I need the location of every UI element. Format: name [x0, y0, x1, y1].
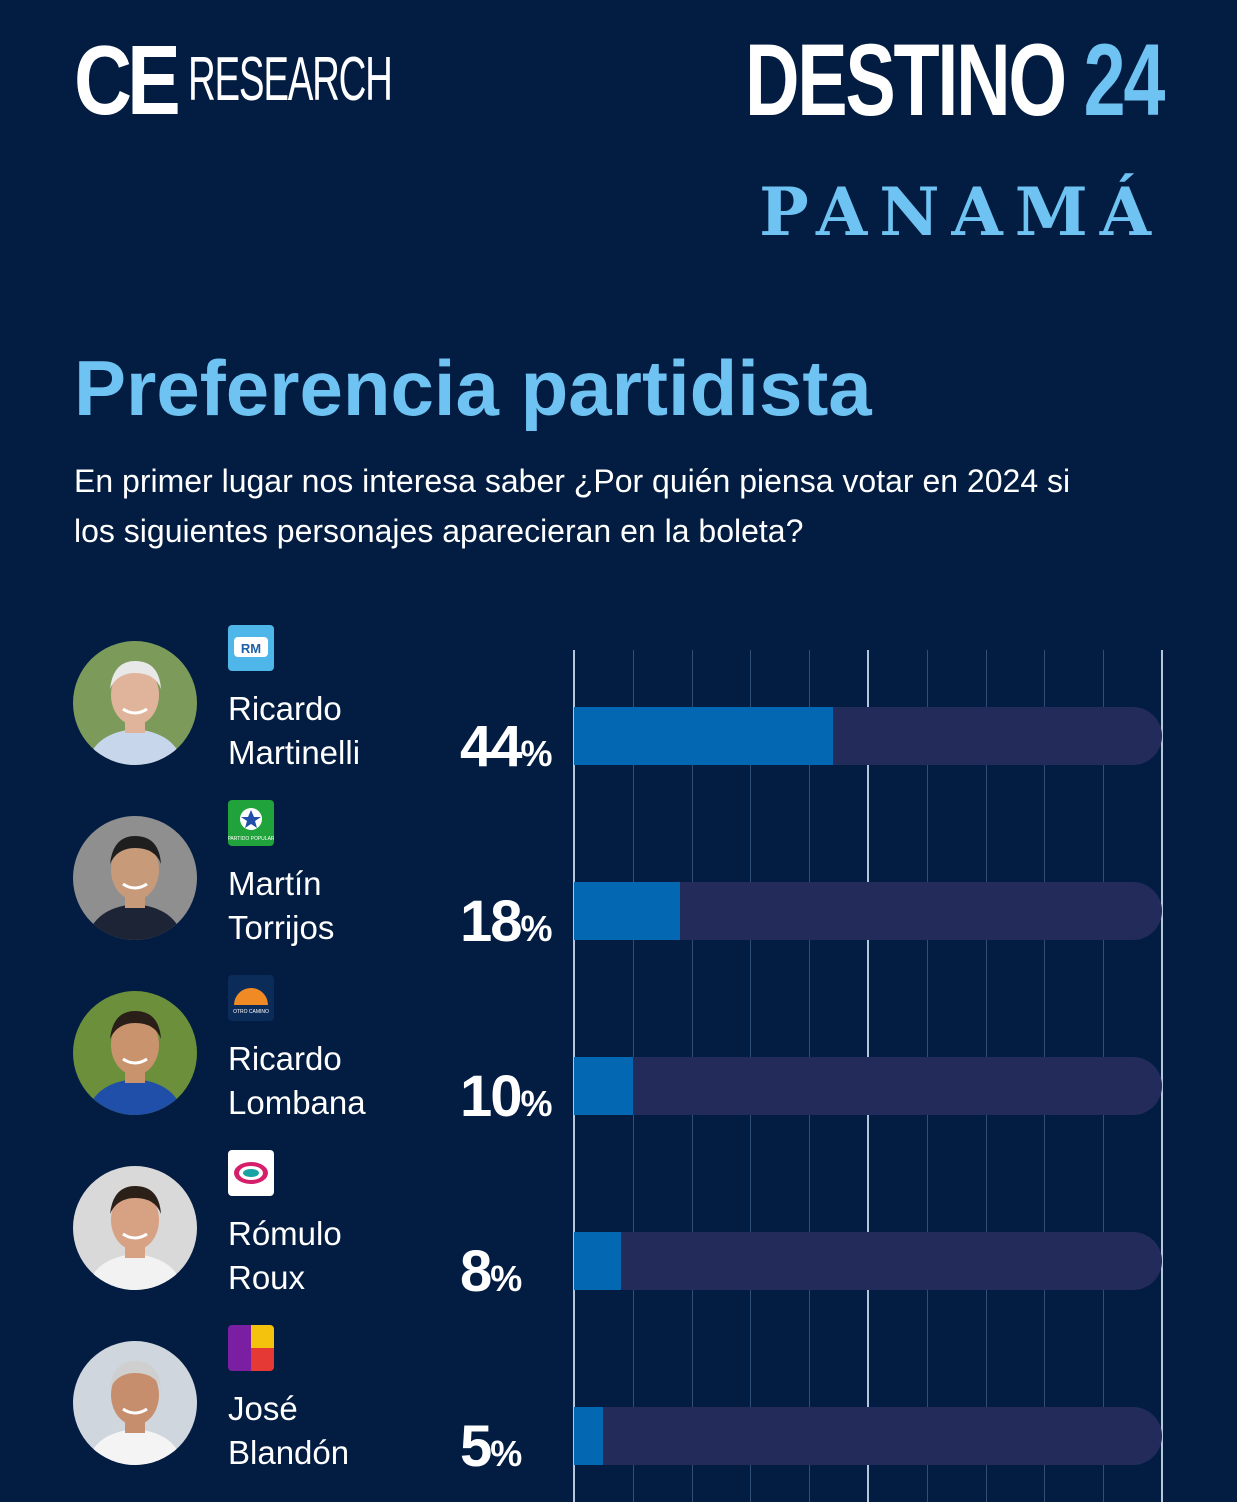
purple-red-yellow-logo-icon [228, 1325, 274, 1371]
candidate-last-name: Roux [228, 1259, 306, 1296]
bar [574, 1407, 604, 1465]
data-label: 18% [460, 892, 553, 959]
martinelli-photo-icon [73, 641, 197, 765]
candidate-first-name: Rómulo [228, 1215, 342, 1252]
roux-photo-icon [73, 1166, 197, 1290]
percent-sign: % [490, 1433, 523, 1474]
percent-sign: % [520, 733, 553, 774]
data-label: 8% [460, 1242, 522, 1309]
bar-track [574, 1232, 1162, 1290]
candidate-first-name: Ricardo [228, 690, 342, 727]
candidate-last-name: Torrijos [228, 909, 335, 946]
data-label: 44% [460, 717, 553, 784]
chart-subtitle: En primer lugar nos interesa saber ¿Por … [74, 463, 1071, 549]
partido-popular-logo-icon: PARTIDO POPULAR [228, 800, 274, 846]
data-label: 10% [460, 1067, 553, 1134]
chart-title: Preferencia partidista [74, 344, 872, 432]
data-label-value: 5 [460, 1414, 492, 1479]
data-label-value: 10 [460, 1064, 522, 1129]
candidate-first-name: José [228, 1390, 298, 1427]
svg-text:RM: RM [241, 641, 261, 656]
candidate-name: Martín Torrijos [228, 862, 448, 950]
candidate-first-name: Martín [228, 865, 322, 902]
percent-sign: % [490, 1258, 523, 1299]
bar-track [574, 882, 1162, 940]
candidate-last-name: Martinelli [228, 734, 361, 771]
country-label: PANAMÁ [759, 173, 1163, 251]
bar [574, 1057, 633, 1115]
cambio-democratico-logo-icon [228, 1150, 274, 1196]
program-number: 24 [1083, 23, 1165, 137]
bar-track [574, 707, 1162, 765]
bar-track [574, 1407, 1162, 1465]
candidate-last-name: Lombana [228, 1084, 366, 1121]
bar [574, 707, 833, 765]
candidate-name: Rómulo Roux [228, 1212, 448, 1300]
destino-logo-text: DESTINO 24 [745, 29, 1165, 131]
candidate-last-name: Blandón [228, 1434, 350, 1471]
data-label: 5% [460, 1417, 522, 1484]
destino-24-logo: DESTINO 24 [598, 29, 1165, 131]
bar-track [574, 1057, 1162, 1115]
bar [574, 882, 680, 940]
lombana-photo-icon [73, 991, 197, 1115]
bar [574, 1232, 622, 1290]
candidate-name: Ricardo Lombana [228, 1037, 448, 1125]
torrijos-photo-icon [73, 816, 197, 940]
brand-research-text: RESEARCH [188, 45, 393, 114]
candidate-name: José Blandón [228, 1387, 448, 1475]
brand-ce-text: CE [74, 25, 181, 135]
percent-sign: % [520, 908, 553, 949]
candidate-first-name: Ricardo [228, 1040, 342, 1077]
data-label-value: 44 [460, 714, 522, 779]
ce-research-logo: CE RESEARCH [74, 25, 517, 135]
blandon-photo-icon [73, 1341, 197, 1465]
program-name: DESTINO [744, 23, 1067, 137]
svg-text:PARTIDO POPULAR: PARTIDO POPULAR [228, 836, 274, 842]
data-label-value: 8 [460, 1239, 492, 1304]
percent-sign: % [520, 1083, 553, 1124]
otro-camino-logo-icon: OTRO CAMINO [228, 975, 274, 1021]
realizando-metas-logo-icon: RM [228, 625, 274, 671]
data-label-value: 18 [460, 889, 522, 954]
candidate-name: Ricardo Martinelli [228, 687, 448, 775]
gridline [1161, 650, 1163, 1502]
svg-text:OTRO CAMINO: OTRO CAMINO [233, 1009, 269, 1015]
